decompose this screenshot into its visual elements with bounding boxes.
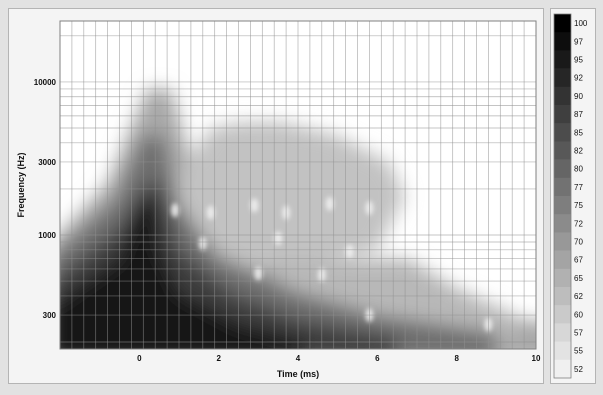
colorbar-swatch [554,323,571,342]
x-tick-label: 6 [375,354,380,363]
colorbar-tick-label: 80 [574,165,583,174]
colorbar-tick-label: 70 [574,238,583,247]
colorbar-tick-label: 57 [574,329,583,338]
y-axis-ticks: 300 1000 3000 10000 [34,78,57,320]
y-tick-label: 1000 [38,231,56,240]
colorbar-tick-label: 90 [574,92,583,101]
y-tick-label: 3000 [38,158,56,167]
x-axis-ticks: 0 2 4 6 8 10 [137,354,541,363]
colorbar-swatch [554,268,571,288]
colorbar-swatch [554,159,571,179]
colorbar-swatch [554,14,571,33]
colorbar-swatch [554,141,571,160]
colorbar-tick-label: 60 [574,310,583,319]
colorbar-panel: 100 97 95 92 90 87 85 82 80 77 75 72 70 67 65 62 60 57 55 5… [550,8,596,384]
x-tick-label: 2 [216,354,221,363]
x-axis-label: Time (ms) [277,369,319,379]
x-tick-label: 0 [137,354,142,363]
colorbar-tick-label: 95 [574,56,583,65]
colorbar-tick-label: 52 [574,365,583,374]
colorbar-tick-label: 82 [574,147,583,156]
colorbar-tick-label: 85 [574,128,583,137]
colorbar-tick-label: 87 [574,110,583,119]
y-tick-label: 10000 [34,78,57,87]
colorbar-tick-label: 97 [574,37,583,46]
x-tick-label: 4 [296,354,301,363]
colorbar-border [553,13,572,379]
colorbar-tick-label: 100 [574,19,588,28]
colorbar-tick-label: 67 [574,256,583,265]
colorbar-swatch [554,68,571,88]
colorbar-tick-label: 75 [574,201,583,210]
colorbar-swatch [554,86,571,106]
colorbar-swatch [554,123,571,142]
colorbar-tick-label: 77 [574,183,583,192]
colorbar-tick-label: 55 [574,347,583,356]
colorbar-swatch [554,287,571,306]
colorbar-swatch [554,305,571,324]
colorbar-swatch [554,341,571,361]
y-tick-label: 300 [43,311,57,320]
colorbar-swatch [554,359,571,379]
colorbar-swatch [554,250,571,270]
colorbar-tick-label: 72 [574,219,583,228]
colorbar-tick-label: 65 [574,274,583,283]
plot-panel: 300 1000 3000 10000 0 2 4 6 8 10 Time (ms) Frequ… [8,8,544,384]
colorbar-tick-label: 92 [574,74,583,83]
y-axis-label: Frequency (Hz) [16,152,26,217]
colorbar-swatch [554,105,571,124]
colorbar-swatch [554,177,571,197]
x-tick-label: 10 [532,354,541,363]
spectrogram-chart: 300 1000 3000 10000 0 2 4 6 8 10 Time (ms) Frequ… [16,20,541,379]
colorbar-swatch [554,196,571,215]
colorbar: 100 97 95 92 90 87 85 82 80 77 75 72 70 67 65 62 60 57 55 5… [553,13,588,379]
grid-lines [60,21,536,349]
colorbar-swatch [554,50,571,69]
colorbar-swatch [554,214,571,233]
colorbar-tick-label: 62 [574,292,583,301]
x-tick-label: 8 [454,354,459,363]
colorbar-swatch [554,32,571,51]
plot-border [59,20,537,350]
colorbar-swatch [554,232,571,251]
